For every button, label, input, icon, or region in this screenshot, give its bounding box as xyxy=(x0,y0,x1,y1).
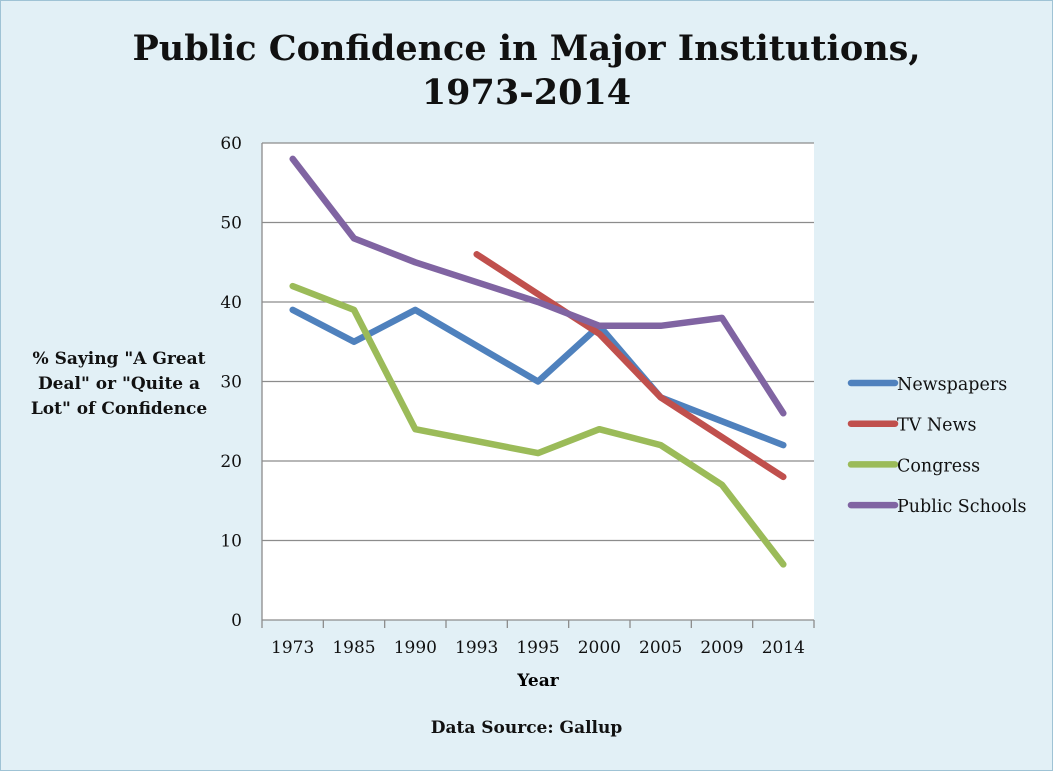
legend-label: Public Schools xyxy=(897,497,1027,517)
y-tick-label: 0 xyxy=(231,611,242,631)
chart-title-line-1: Public Confidence in Major Institutions, xyxy=(132,28,921,69)
y-tick-label: 40 xyxy=(220,293,242,313)
chart-title: Public Confidence in Major Institutions,… xyxy=(1,27,1052,115)
x-tick-label: 1973 xyxy=(271,638,314,658)
x-axis-label: Year xyxy=(516,671,559,691)
legend: Newspapers TV News Congress Public Schools xyxy=(847,375,1027,517)
y-axis-label-line-1: % Saying "A Great xyxy=(32,349,206,369)
y-axis-label: % Saying "A Great Deal" or "Quite a Lot"… xyxy=(21,347,217,422)
y-tick-label: 60 xyxy=(220,134,242,154)
x-tick-label: 2005 xyxy=(639,638,682,658)
series-line-tv-news xyxy=(473,251,787,481)
y-axis-label-line-3: Lot" of Confidence xyxy=(30,399,208,419)
x-tick-label: 2000 xyxy=(578,638,621,658)
y-tick-label: 20 xyxy=(220,452,242,472)
y-tick-label: 10 xyxy=(220,532,242,552)
y-axis-label-line-2: Deal" or "Quite a xyxy=(37,374,201,394)
series-line-congress xyxy=(289,282,787,568)
chart-title-line-2: 1973-2014 xyxy=(421,72,632,113)
series-line-public-schools xyxy=(289,155,787,417)
series-lines xyxy=(289,155,787,568)
x-tick-label: 1993 xyxy=(455,638,498,658)
legend-label: Congress xyxy=(897,456,980,476)
x-tick-label: 2009 xyxy=(700,638,743,658)
data-source-note: Data Source: Gallup xyxy=(430,718,623,738)
x-tick-label: 1985 xyxy=(332,638,375,658)
y-tick-labels: 0 10 20 30 40 50 60 xyxy=(220,134,242,631)
x-tick-label: 2014 xyxy=(762,638,805,658)
y-tick-label: 30 xyxy=(220,373,242,393)
x-tick-label: 1995 xyxy=(516,638,559,658)
legend-label: Newspapers xyxy=(897,375,1007,395)
axes xyxy=(261,143,815,628)
legend-label: TV News xyxy=(897,416,977,436)
y-tick-label: 50 xyxy=(220,214,242,234)
x-tick-label: 1990 xyxy=(394,638,437,658)
x-tick-labels: 1973 1985 1990 1993 1995 2000 2005 2009 2014 xyxy=(271,638,805,658)
